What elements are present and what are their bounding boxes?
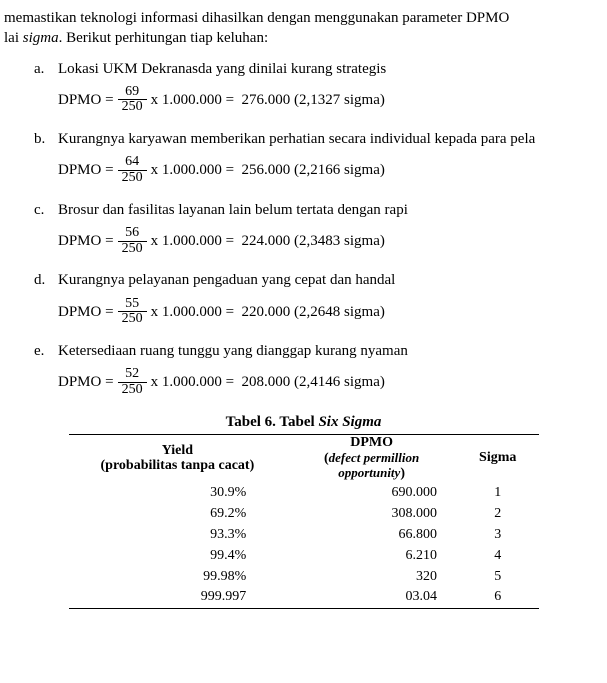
fraction-num: 64: [121, 155, 143, 170]
sigma-table: Yield (probabilitas tanpa cacat) DPMO (d…: [69, 434, 539, 609]
th-yield-line2: (probabilitas tanpa cacat): [101, 458, 255, 473]
intro-paragraph: memastikan teknologi informasi dihasilka…: [4, 8, 603, 49]
th-dpmo-close: ): [400, 466, 405, 481]
cell-dpmo: 690.000: [286, 483, 457, 504]
fraction-den: 250: [118, 312, 147, 327]
table-row: 93.3% 66.800 3: [69, 525, 539, 546]
result-text: 256.000 (2,2166 sigma): [242, 160, 385, 180]
intro-line2-suffix: . Berikut perhitungan tiap keluhan:: [59, 30, 269, 46]
fraction-num: 52: [121, 367, 143, 382]
item-desc: Kurangnya karyawan memberikan perhatian …: [58, 129, 603, 149]
list-item: d. Kurangnya pelayanan pengaduan yang ce…: [34, 270, 603, 327]
fraction: 69 250: [118, 85, 147, 115]
item-letter: e.: [34, 341, 58, 361]
cell-yield: 30.9%: [69, 483, 287, 504]
list-item: a. Lokasi UKM Dekranasda yang dinilai ku…: [34, 59, 603, 116]
fraction-num: 69: [121, 85, 143, 100]
fraction-num: 56: [121, 226, 143, 241]
fraction-den: 250: [118, 100, 147, 115]
th-sigma: Sigma: [457, 434, 539, 483]
list-item: e. Ketersediaan ruang tunggu yang diangg…: [34, 341, 603, 398]
table-title-plain: Tabel 6. Tabel: [226, 414, 319, 430]
fraction: 55 250: [118, 297, 147, 327]
item-letter: c.: [34, 200, 58, 220]
items-list: a. Lokasi UKM Dekranasda yang dinilai ku…: [4, 59, 603, 398]
cell-yield: 99.4%: [69, 546, 287, 567]
formula: DPMO = 64 250 x 1.000.000 = 256.000 (2,2…: [34, 155, 603, 185]
list-item: b. Kurangnya karyawan memberikan perhati…: [34, 129, 603, 186]
item-letter: d.: [34, 270, 58, 290]
table-row: 99.98% 320 5: [69, 567, 539, 588]
table-row: 30.9% 690.000 1: [69, 483, 539, 504]
dpmo-label: DPMO =: [58, 372, 114, 392]
cell-yield: 93.3%: [69, 525, 287, 546]
cell-sigma: 4: [457, 546, 539, 567]
fraction-den: 250: [118, 242, 147, 257]
cell-sigma: 3: [457, 525, 539, 546]
formula: DPMO = 55 250 x 1.000.000 = 220.000 (2,2…: [34, 297, 603, 327]
item-letter: b.: [34, 129, 58, 149]
cell-sigma: 6: [457, 587, 539, 608]
fraction-den: 250: [118, 171, 147, 186]
page: memastikan teknologi informasi dihasilka…: [0, 0, 607, 621]
th-yield-line1: Yield: [162, 443, 193, 458]
formula: DPMO = 52 250 x 1.000.000 = 208.000 (2,4…: [34, 367, 603, 397]
cell-dpmo: 66.800: [286, 525, 457, 546]
cell-yield: 999.997: [69, 587, 287, 608]
cell-dpmo: 03.04: [286, 587, 457, 608]
item-desc: Kurangnya pelayanan pengaduan yang cepat…: [58, 270, 603, 290]
th-dpmo: DPMO (defect permillion opportunity): [286, 434, 457, 483]
th-yield: Yield (probabilitas tanpa cacat): [69, 434, 287, 483]
cell-dpmo: 308.000: [286, 504, 457, 525]
th-dpmo-italic: defect permillion opportunity: [329, 450, 420, 481]
table-row: 69.2% 308.000 2: [69, 504, 539, 525]
cell-sigma: 5: [457, 567, 539, 588]
mult-text: x 1.000.000 =: [151, 372, 234, 392]
cell-yield: 69.2%: [69, 504, 287, 525]
table-row: 99.4% 6.210 4: [69, 546, 539, 567]
cell-yield: 99.98%: [69, 567, 287, 588]
cell-sigma: 1: [457, 483, 539, 504]
item-desc: Lokasi UKM Dekranasda yang dinilai kuran…: [58, 59, 603, 79]
fraction: 52 250: [118, 367, 147, 397]
table-title: Tabel 6. Tabel Six Sigma: [4, 412, 603, 432]
cell-dpmo: 320: [286, 567, 457, 588]
result-text: 224.000 (2,3483 sigma): [242, 231, 385, 251]
result-text: 276.000 (2,1327 sigma): [242, 90, 385, 110]
intro-line2-italic: sigma: [23, 30, 59, 46]
cell-sigma: 2: [457, 504, 539, 525]
dpmo-label: DPMO =: [58, 231, 114, 251]
fraction-den: 250: [118, 383, 147, 398]
dpmo-label: DPMO =: [58, 302, 114, 322]
item-desc: Brosur dan fasilitas layanan lain belum …: [58, 200, 603, 220]
intro-line1: memastikan teknologi informasi dihasilka…: [4, 10, 509, 26]
fraction: 64 250: [118, 155, 147, 185]
table-title-italic: Six Sigma: [318, 414, 381, 430]
result-text: 220.000 (2,2648 sigma): [242, 302, 385, 322]
mult-text: x 1.000.000 =: [151, 302, 234, 322]
formula: DPMO = 56 250 x 1.000.000 = 224.000 (2,3…: [34, 226, 603, 256]
mult-text: x 1.000.000 =: [151, 231, 234, 251]
formula: DPMO = 69 250 x 1.000.000 = 276.000 (2,1…: [34, 85, 603, 115]
th-dpmo-line1: DPMO: [350, 435, 393, 450]
table-row: 999.997 03.04 6: [69, 587, 539, 608]
mult-text: x 1.000.000 =: [151, 90, 234, 110]
fraction-num: 55: [121, 297, 143, 312]
dpmo-label: DPMO =: [58, 160, 114, 180]
item-desc: Ketersediaan ruang tunggu yang dianggap …: [58, 341, 603, 361]
result-text: 208.000 (2,4146 sigma): [242, 372, 385, 392]
item-letter: a.: [34, 59, 58, 79]
intro-line2-prefix: lai: [4, 30, 23, 46]
dpmo-label: DPMO =: [58, 90, 114, 110]
list-item: c. Brosur dan fasilitas layanan lain bel…: [34, 200, 603, 257]
fraction: 56 250: [118, 226, 147, 256]
mult-text: x 1.000.000 =: [151, 160, 234, 180]
cell-dpmo: 6.210: [286, 546, 457, 567]
